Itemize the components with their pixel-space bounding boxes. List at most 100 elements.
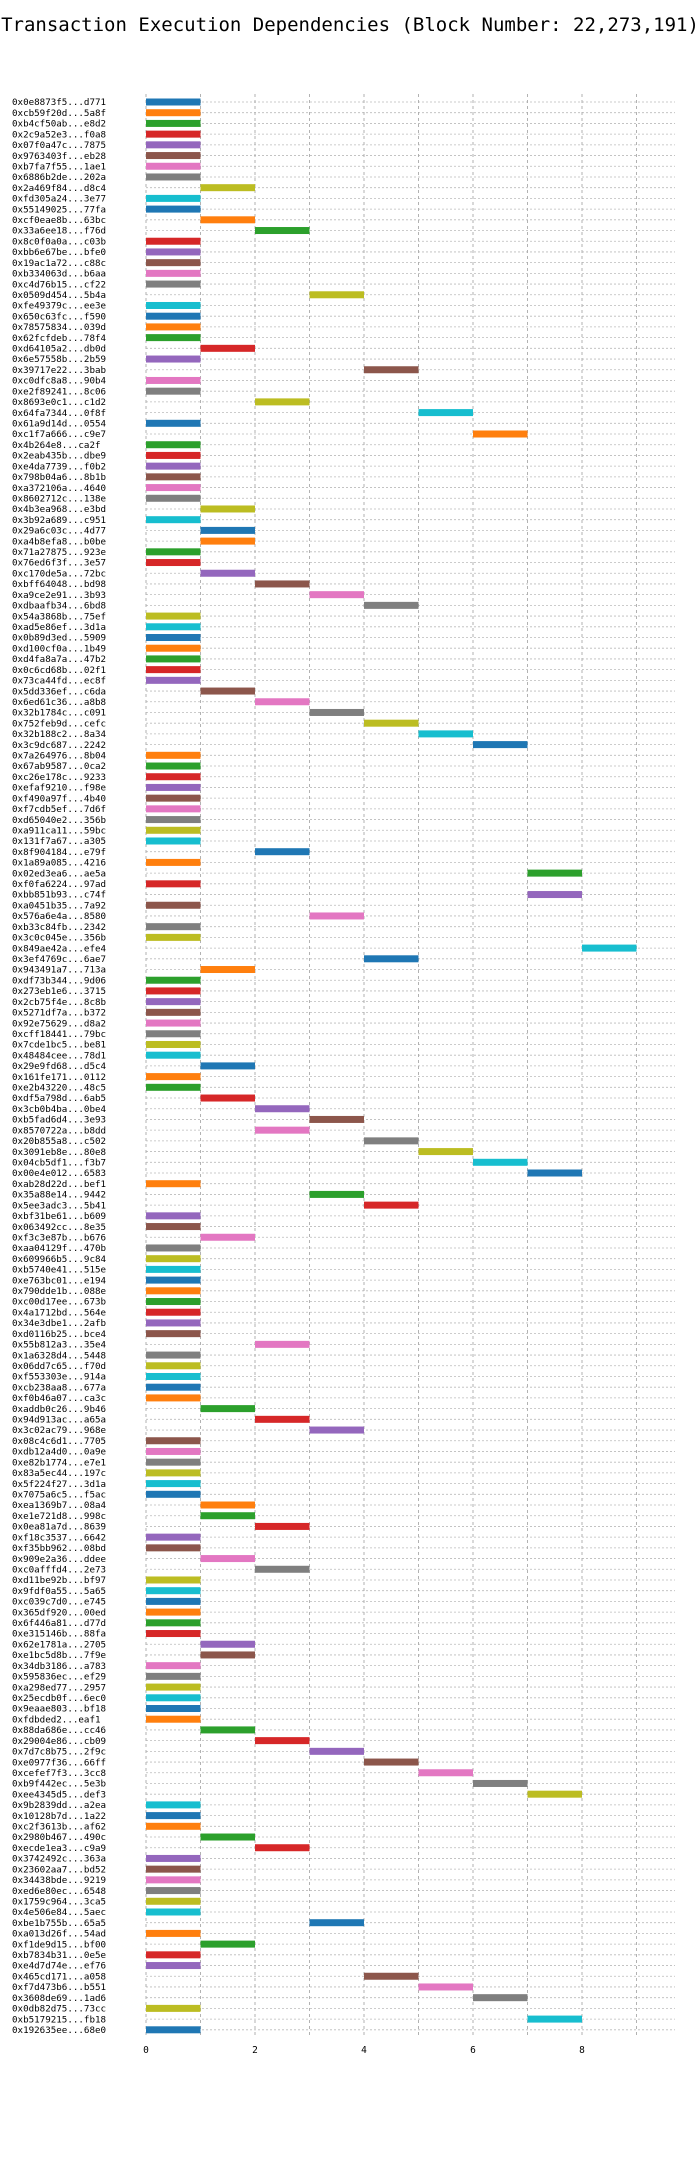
- bar: [146, 1255, 201, 1263]
- bar: [255, 1415, 310, 1423]
- bar: [309, 1115, 364, 1123]
- bar: [146, 1897, 201, 1905]
- y-tick-label: 0x32b1784c...c091: [12, 708, 106, 719]
- bar: [146, 816, 201, 824]
- bar: [364, 1758, 419, 1766]
- bar: [146, 1908, 201, 1916]
- y-tick-label: 0x3c02ac79...968e: [12, 1425, 106, 1436]
- bar: [146, 173, 201, 181]
- bar: [146, 1265, 201, 1273]
- y-tick-label: 0x6f446a81...d77d: [12, 1618, 106, 1629]
- y-tick-label: 0x4b264e8...ca2f: [12, 440, 101, 451]
- bar: [146, 237, 201, 245]
- y-tick-label: 0xaa04129f...470b: [12, 1243, 106, 1254]
- bar: [146, 655, 201, 663]
- y-tick-label: 0x6ed61c36...a8b8: [12, 697, 106, 708]
- x-tick-label: 0: [143, 2045, 149, 2056]
- y-tick-label: 0xe1bc5d8b...7f9e: [12, 1650, 106, 1661]
- bar: [146, 644, 201, 652]
- y-tick-label: 0xe4da7739...f0b2: [12, 461, 106, 472]
- bar: [146, 1362, 201, 1370]
- y-tick-label: 0x131f7a67...a305: [12, 836, 106, 847]
- bar: [473, 1994, 528, 2002]
- bar: [200, 344, 255, 352]
- y-tick-label: 0x8602712c...138e: [12, 493, 106, 504]
- bar: [146, 1319, 201, 1327]
- y-tick-label: 0x161fe171...0112: [12, 1072, 106, 1083]
- y-tick-label: 0x10128b7d...1a22: [12, 1811, 106, 1822]
- bar: [146, 987, 201, 995]
- bar: [146, 1019, 201, 1027]
- y-tick-label: 0xe82b1774...e7e1: [12, 1457, 106, 1468]
- y-tick-label: 0x576a6e4a...8580: [12, 911, 106, 922]
- bar: [200, 184, 255, 192]
- y-tick-label: 0x063492cc...8e35: [12, 1222, 106, 1233]
- bar: [364, 1201, 419, 1209]
- bar: [364, 366, 419, 374]
- y-tick-label: 0x8693e0c1...c1d2: [12, 397, 106, 408]
- bar: [527, 1169, 582, 1177]
- y-tick-label: 0xa0451b35...7a92: [12, 900, 106, 911]
- bar: [146, 205, 201, 213]
- bar: [146, 1576, 201, 1584]
- y-tick-label: 0xf0b46a07...ca3c: [12, 1393, 106, 1404]
- bar: [146, 783, 201, 791]
- bar: [146, 1008, 201, 1016]
- bar: [309, 912, 364, 920]
- bar: [473, 1158, 528, 1166]
- y-tick-label: 0xb5fad6d4...3e93: [12, 1115, 106, 1126]
- bar: [146, 1683, 201, 1691]
- y-tick-label: 0x4a1712bd...564e: [12, 1307, 106, 1318]
- bar: [418, 1983, 473, 1991]
- bar: [146, 773, 201, 781]
- y-tick-label: 0x2cb75f4e...8c8b: [12, 997, 106, 1008]
- bar: [146, 1437, 201, 1445]
- bar: [255, 698, 310, 706]
- bar: [146, 130, 201, 138]
- bar: [146, 1876, 201, 1884]
- bar: [146, 312, 201, 320]
- y-tick-label: 0x64fa7344...0f8f: [12, 408, 106, 419]
- bar: [146, 419, 201, 427]
- y-tick-label: 0x20b855a8...c502: [12, 1136, 106, 1147]
- y-tick-label: 0x8c0f0a0a...c03b: [12, 236, 106, 247]
- y-tick-label: 0x3608de69...1ad6: [12, 1993, 106, 2004]
- bar: [146, 794, 201, 802]
- bar: [146, 1822, 201, 1830]
- y-tick-label: 0xa911ca11...59bc: [12, 825, 106, 836]
- bar: [146, 2004, 201, 2012]
- y-tick-label: 0xbb6e67be...bfe0: [12, 247, 106, 258]
- y-tick-label: 0x9fdf0a55...5a65: [12, 1586, 106, 1597]
- bar: [146, 1587, 201, 1595]
- y-tick-label: 0x33a6ee18...f76d: [12, 226, 106, 237]
- y-tick-label: 0xc039c7d0...e745: [12, 1597, 106, 1608]
- y-tick-label: 0xbe1b755b...65a5: [12, 1918, 106, 1929]
- x-tick-label: 8: [579, 2045, 585, 2056]
- y-tick-label: 0x25ecdb0f...6ec0: [12, 1693, 106, 1704]
- y-tick-label: 0x34438bde...9219: [12, 1875, 106, 1886]
- y-tick-label: 0x0509d454...5b4a: [12, 290, 106, 301]
- y-tick-label: 0x83a5ec44...197c: [12, 1468, 106, 1479]
- bar: [146, 559, 201, 567]
- y-tick-label: 0x92e75629...d8a2: [12, 1018, 106, 1029]
- bar: [146, 494, 201, 502]
- y-tick-label: 0x6886b2de...202a: [12, 172, 106, 183]
- bar: [146, 152, 201, 160]
- bar: [146, 1383, 201, 1391]
- bar: [200, 216, 255, 224]
- bar: [146, 259, 201, 267]
- y-tick-label: 0xb5179215...fb18: [12, 2014, 106, 2025]
- bar: [146, 387, 201, 395]
- y-tick-label: 0xe2f89241...8c06: [12, 386, 106, 397]
- y-tick-label: 0xb33c84fb...2342: [12, 922, 106, 933]
- y-tick-label: 0x5ee3adc3...5b41: [12, 1200, 106, 1211]
- bar: [255, 1340, 310, 1348]
- bar: [309, 1190, 364, 1198]
- bar: [146, 623, 201, 631]
- bar: [146, 1662, 201, 1670]
- y-tick-label: 0xc4d76b15...cf22: [12, 279, 106, 290]
- bar: [146, 1608, 201, 1616]
- y-tick-label: 0x7d7c8b75...2f9c: [12, 1747, 106, 1758]
- bar: [146, 1929, 201, 1937]
- bar: [146, 1962, 201, 1970]
